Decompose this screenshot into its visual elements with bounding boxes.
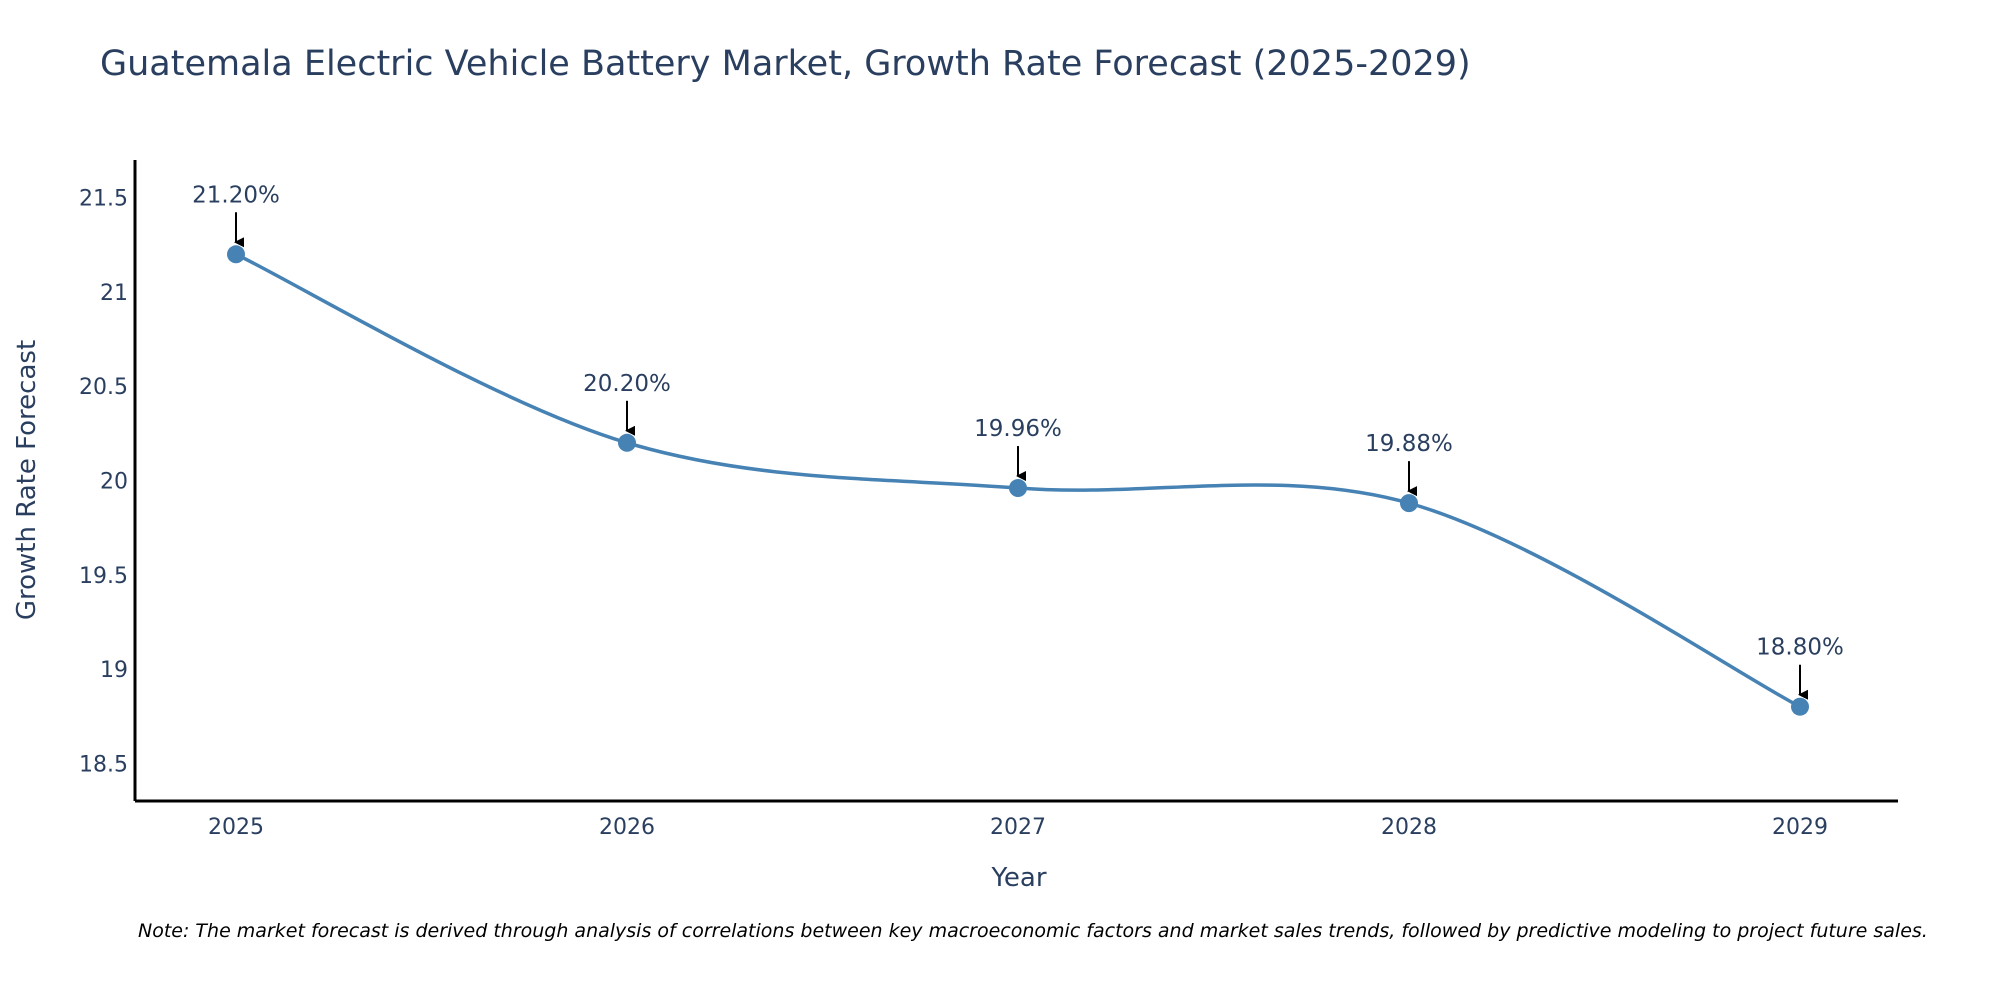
data-label: 19.96% bbox=[974, 416, 1062, 442]
x-tick-label: 2029 bbox=[1772, 815, 1828, 840]
data-label: 21.20% bbox=[192, 182, 280, 208]
y-tick-label: 21.5 bbox=[79, 187, 128, 212]
x-tick-label: 2027 bbox=[990, 815, 1046, 840]
series bbox=[227, 245, 1809, 716]
data-point bbox=[1009, 479, 1027, 498]
x-tick-label: 2026 bbox=[599, 815, 655, 840]
y-axis-title: Growth Rate Forecast bbox=[12, 340, 42, 620]
data-label: 18.80% bbox=[1756, 635, 1844, 661]
data-label: 20.20% bbox=[583, 371, 671, 397]
data-point bbox=[1791, 697, 1809, 716]
x-tick-label: 2028 bbox=[1381, 815, 1437, 840]
y-tick-label: 19.5 bbox=[79, 564, 128, 589]
data-labels: 21.20% 20.20% 19.96% 19.88% 18.80% bbox=[192, 182, 1844, 700]
axes: 18.5 19 19.5 20 20.5 21 21.5 2025 2026 2027 2028 20… bbox=[79, 160, 1898, 840]
chart-title: Guatemala Electric Vehicle Battery Marke… bbox=[100, 44, 1471, 84]
forecast-note: Note: The market forecast is derived thr… bbox=[138, 920, 1928, 942]
data-point bbox=[1400, 494, 1418, 513]
x-tick-label: 2025 bbox=[208, 815, 264, 840]
y-tick-label: 20.5 bbox=[79, 375, 128, 400]
x-axis-title: Year bbox=[990, 863, 1046, 893]
y-tick-label: 21 bbox=[100, 281, 128, 306]
y-tick-label: 18.5 bbox=[79, 752, 128, 777]
data-label: 19.88% bbox=[1365, 431, 1453, 457]
y-tick-label: 20 bbox=[100, 470, 128, 495]
y-tick-label: 19 bbox=[100, 658, 128, 683]
data-point bbox=[618, 433, 636, 452]
data-point bbox=[227, 245, 245, 264]
